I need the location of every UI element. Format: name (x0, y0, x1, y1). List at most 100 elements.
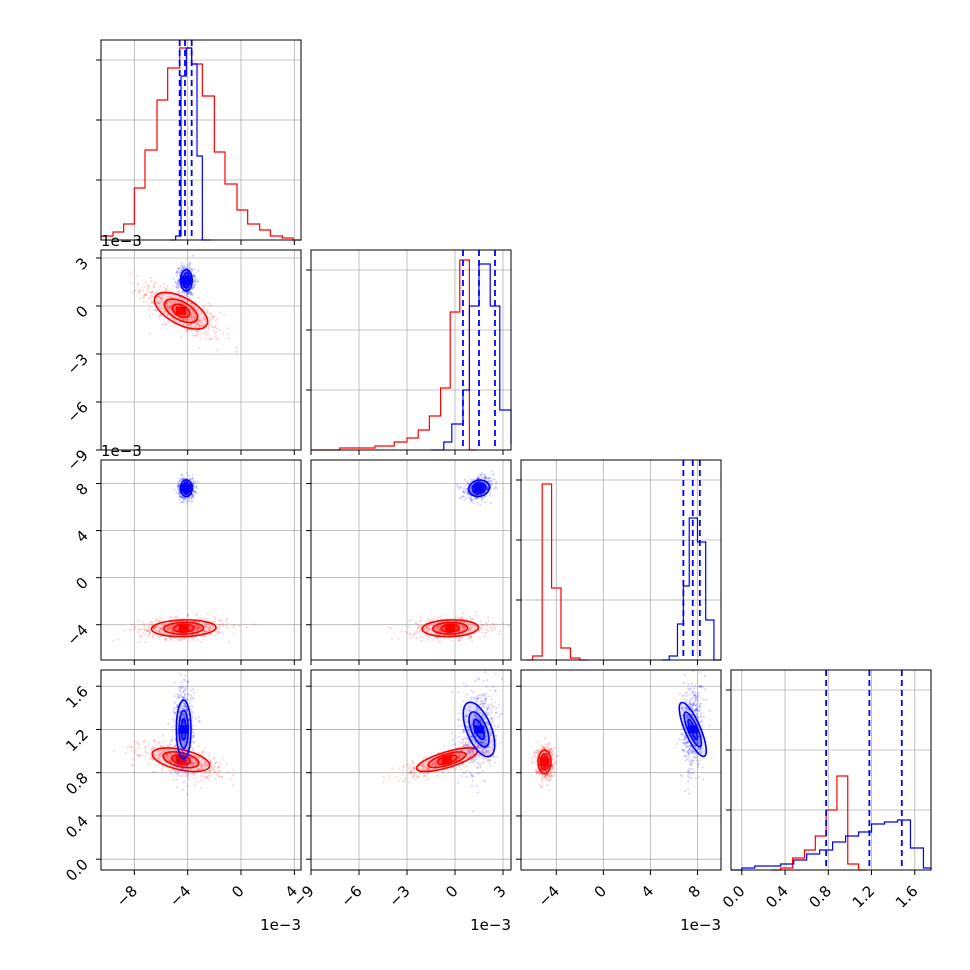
scatter-point (188, 296, 191, 300)
scatter-point (215, 349, 219, 352)
scatter-point (403, 777, 406, 780)
scatter-point (482, 625, 485, 628)
scatter-point (204, 761, 207, 764)
scatter-point (171, 285, 175, 288)
scatter-point (153, 626, 156, 629)
scatter-point (181, 767, 184, 770)
scatter-point (182, 780, 185, 784)
scatter-point (180, 667, 182, 669)
scatter-point (194, 325, 197, 328)
histogram-panel: 0.0 0.4 0.8 1.2 1.6 (719, 669, 932, 912)
scatter-point (208, 629, 211, 632)
scatter-point (185, 793, 188, 796)
scatter-point (169, 636, 172, 640)
scatter-point (144, 293, 147, 297)
scatter-point (422, 775, 426, 778)
scatter-point (170, 754, 173, 757)
scatter-point (180, 473, 183, 477)
panel-border (310, 459, 512, 661)
scatter-point (183, 264, 186, 267)
scatter-point (190, 291, 193, 295)
scatter-point (153, 626, 156, 629)
scatter-point (422, 636, 426, 639)
scatter-point (469, 617, 472, 620)
scatter-point (153, 753, 156, 757)
scatter-point (411, 774, 414, 777)
red-histogram (771, 775, 867, 871)
scatter-point (178, 495, 182, 498)
scatter-point (208, 758, 211, 761)
scatter-point (464, 487, 467, 490)
scatter-point (152, 637, 155, 640)
scatter-point (202, 630, 206, 633)
scatter-point (428, 636, 431, 640)
scatter-point (470, 499, 473, 502)
scatter-point (462, 626, 466, 629)
scatter-point (188, 718, 191, 721)
scatter-point (480, 631, 483, 634)
scatter-point (413, 766, 416, 770)
scatter-point (410, 770, 413, 773)
scatter-point (156, 302, 160, 305)
scatter-point (157, 301, 160, 304)
scatter-point (482, 757, 486, 760)
scatter-point (434, 760, 437, 763)
y-tick-label: 0.0 (62, 855, 92, 885)
scatter-point (481, 475, 484, 478)
scatter-point (169, 305, 172, 308)
scatter-point (188, 627, 191, 631)
scatter-point (209, 337, 213, 340)
scatter-point (195, 278, 198, 281)
scatter-point (193, 490, 196, 494)
blue-histogram (662, 517, 721, 661)
scatter-point (175, 286, 178, 289)
scatter-point (158, 631, 161, 634)
scatter-point (155, 290, 159, 293)
scatter-point (195, 625, 198, 628)
scatter-point (465, 487, 468, 491)
scatter-point (182, 697, 185, 700)
scatter-point (488, 759, 491, 762)
scatter-point (470, 618, 474, 621)
scatter-point (487, 749, 490, 753)
scatter-point (469, 751, 472, 754)
scatter-point (461, 486, 464, 490)
scatter-point (155, 618, 158, 621)
scatter-point (488, 476, 492, 479)
scatter-point (187, 614, 190, 617)
scatter-point (467, 755, 471, 758)
scatter-point (128, 629, 132, 632)
scatter-point (198, 625, 202, 628)
scatter-point (475, 497, 478, 500)
scatter-point (177, 774, 180, 777)
scatter-point (191, 715, 194, 719)
scatter-point (173, 630, 176, 634)
scatter-point (169, 300, 172, 303)
scatter-point (201, 324, 204, 327)
scatter-point (207, 770, 211, 773)
scatter-point (215, 327, 219, 330)
scatter-point (161, 297, 164, 300)
scatter-point (489, 628, 492, 631)
scatter-point (463, 499, 466, 502)
scatter-point (498, 630, 502, 633)
scatter-point (171, 730, 174, 733)
scatter-point (185, 708, 189, 711)
scatter-point (485, 632, 488, 635)
scatter-point (180, 775, 183, 778)
scatter-point (190, 772, 194, 775)
scatter-point (182, 733, 185, 736)
scatter-point (184, 497, 187, 500)
scatter-point (173, 488, 176, 491)
scatter-point (492, 626, 496, 629)
scatter-point (183, 696, 186, 699)
scatter-point (146, 284, 149, 287)
scatter-point (436, 636, 439, 639)
scatter-point (460, 629, 464, 632)
scatter-point (166, 306, 169, 309)
scatter-point (434, 764, 437, 767)
scatter-point (144, 739, 147, 742)
scatter-point (200, 787, 203, 790)
scatter-point (190, 315, 193, 318)
scatter-point (437, 626, 440, 630)
